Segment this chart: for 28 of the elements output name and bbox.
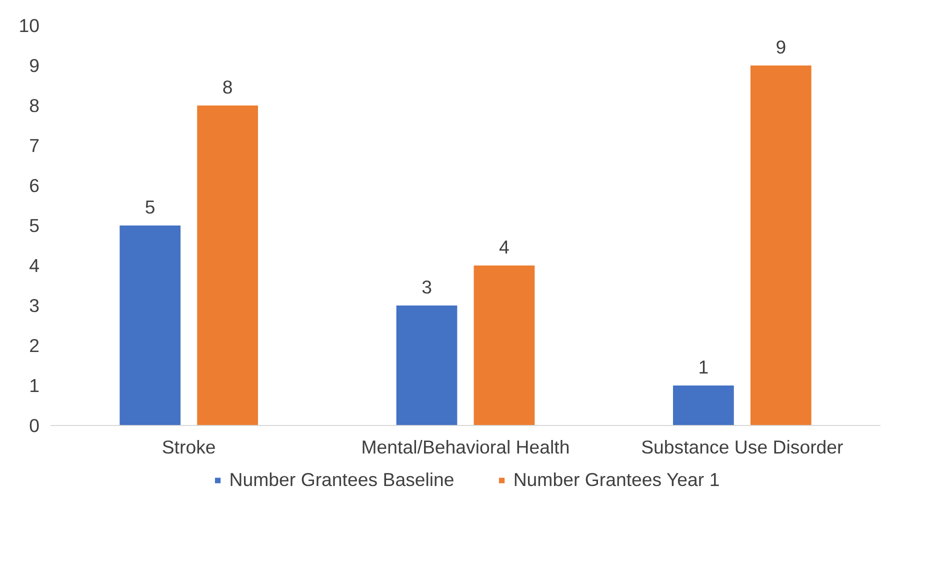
y-tick-label: 7 — [29, 135, 40, 156]
data-label: 9 — [776, 36, 786, 58]
legend-label: Number Grantees Baseline — [229, 469, 454, 491]
data-label: 5 — [144, 196, 156, 218]
legend-label: Number Grantees Year 1 — [513, 469, 720, 491]
bar — [474, 266, 535, 426]
bar — [673, 386, 734, 426]
x-tick-label: Substance Use Disorder — [641, 436, 844, 458]
data-label: 3 — [422, 276, 432, 298]
bar — [120, 226, 181, 426]
data-label: 4 — [499, 236, 510, 258]
y-tick-label: 6 — [29, 175, 40, 196]
data-label: 1 — [698, 356, 709, 378]
y-tick-label: 1 — [29, 375, 40, 396]
y-tick-label: 10 — [18, 15, 40, 36]
y-tick-label: 3 — [29, 295, 40, 316]
bar — [197, 106, 258, 426]
bar — [750, 66, 812, 426]
x-tick-label: Mental/Behavioral Health — [361, 436, 570, 458]
y-tick-label: 9 — [29, 55, 40, 76]
y-tick-label: 4 — [29, 255, 40, 276]
y-tick-label: 2 — [29, 335, 40, 356]
x-tick-label: Stroke — [162, 436, 216, 458]
bar — [396, 306, 458, 426]
y-tick-label: 5 — [29, 215, 40, 236]
data-label: 8 — [222, 76, 233, 98]
y-tick-label: 8 — [29, 95, 40, 116]
y-tick-label: 0 — [29, 415, 40, 436]
